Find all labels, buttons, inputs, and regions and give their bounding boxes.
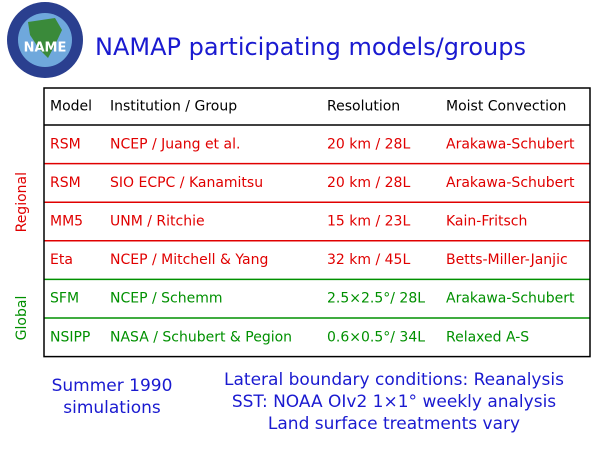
- group-label: Regional: [14, 172, 30, 232]
- logo: NAME: [7, 2, 83, 78]
- cell: 0.6×0.5°/ 34L: [327, 329, 425, 345]
- column-header: Model: [50, 99, 92, 115]
- logo-map: [28, 18, 62, 58]
- note-left: Summer 1990: [52, 376, 173, 396]
- group-label: Global: [14, 296, 30, 341]
- cell: NCEP / Juang et al.: [110, 136, 240, 152]
- cell: 20 km / 28L: [327, 136, 410, 152]
- table: Model Institution / Group Resolution Moist …: [14, 87, 591, 358]
- cell: 15 km / 23L: [327, 214, 410, 230]
- column-header: Resolution: [327, 99, 400, 115]
- cell: Arakawa-Schubert: [446, 291, 575, 307]
- title: NAMAP participating models/groups: [95, 33, 526, 61]
- note-left: simulations: [63, 398, 161, 418]
- logo-text: NAME: [24, 41, 67, 56]
- note-right: SST: NOAA OIv2 1×1° weekly analysis: [232, 392, 556, 412]
- table-border: [43, 87, 591, 358]
- cell: RSM: [50, 136, 81, 152]
- cell: Relaxed A-S: [446, 329, 529, 345]
- cell: Arakawa-Schubert: [446, 175, 575, 191]
- cell: 2.5×2.5°/ 28L: [327, 291, 425, 307]
- cell: NSIPP: [50, 329, 90, 345]
- column-header: Institution / Group: [110, 99, 237, 115]
- cell: Kain-Fritsch: [446, 214, 527, 230]
- note-right: Land surface treatments vary: [268, 414, 520, 434]
- cell: SIO ECPC / Kanamitsu: [110, 175, 263, 191]
- cell: Betts-Miller-Janjic: [446, 252, 568, 268]
- cell: 32 km / 45L: [327, 252, 410, 268]
- cell: Arakawa-Schubert: [446, 136, 575, 152]
- cell: SFM: [50, 291, 79, 307]
- cell: NCEP / Mitchell & Yang: [110, 252, 268, 268]
- cell: MM5: [50, 214, 83, 230]
- note-right: Lateral boundary conditions: Reanalysis: [224, 370, 564, 390]
- cell: NASA / Schubert & Pegion: [110, 329, 292, 345]
- column-header: Moist Convection: [446, 99, 566, 115]
- cell: NCEP / Schemm: [110, 291, 223, 307]
- cell: RSM: [50, 175, 81, 191]
- cell: UNM / Ritchie: [110, 214, 205, 230]
- cell: 20 km / 28L: [327, 175, 410, 191]
- cell: Eta: [50, 252, 73, 268]
